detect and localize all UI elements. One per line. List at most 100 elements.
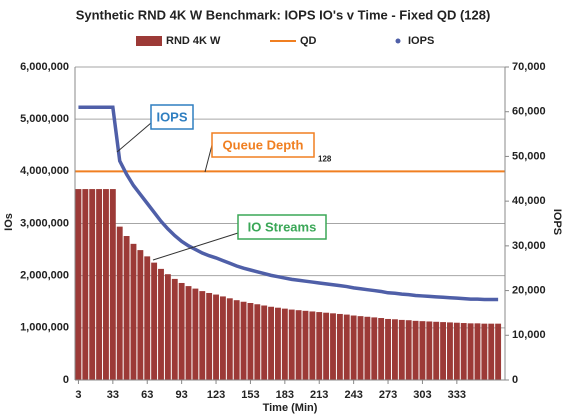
bar (158, 268, 164, 380)
bar (302, 310, 309, 380)
x-tick-label: 303 (413, 389, 431, 401)
bar (488, 323, 495, 380)
bar (398, 319, 405, 380)
bar (116, 226, 123, 380)
y2-tick-label: 20,000 (512, 284, 546, 296)
y2-tick-label: 40,000 (512, 195, 546, 207)
bar (426, 321, 433, 380)
bar (137, 250, 144, 380)
callout-line (116, 122, 152, 153)
bar (82, 189, 89, 380)
bar (151, 262, 158, 380)
y2-tick-label: 70,000 (512, 61, 546, 73)
bar (75, 189, 82, 380)
callout-line (204, 144, 213, 173)
legend-label: RND 4K W (166, 35, 221, 47)
bar (405, 320, 412, 380)
bar (206, 292, 213, 380)
bar (123, 236, 130, 380)
bar (185, 286, 192, 380)
legend-item: RND 4K W (136, 35, 221, 47)
bar (385, 318, 391, 380)
y-tick-label: 4,000,000 (20, 165, 69, 177)
bar (192, 288, 199, 380)
bar (219, 296, 226, 380)
bar (350, 315, 357, 380)
x-tick-label: 213 (310, 389, 328, 401)
legend-label: QD (300, 35, 317, 47)
bar (447, 322, 453, 380)
bar (247, 303, 254, 380)
bar (323, 312, 330, 380)
plot-area (75, 105, 505, 380)
bar (481, 323, 488, 380)
y-tick-label: 6,000,000 (20, 61, 69, 73)
bar (371, 317, 378, 380)
bar (316, 312, 323, 380)
bar (364, 316, 371, 380)
y2-tick-label: 30,000 (512, 240, 546, 252)
y-axis-title: IOs (3, 213, 15, 231)
x-axis-title: Time (Min) (263, 402, 318, 414)
y-tick-label: 1,000,000 (20, 322, 69, 334)
x-tick-label: 183 (276, 389, 294, 401)
annotation: IOPS (156, 109, 187, 124)
x-tick-label: 123 (207, 389, 225, 401)
callout-line (152, 232, 239, 261)
bar (433, 321, 440, 380)
bar (103, 189, 109, 380)
bar (254, 304, 261, 380)
annotation: IO Streams (248, 219, 317, 234)
bar (226, 298, 233, 380)
callout-box (211, 132, 315, 158)
bar (460, 323, 467, 380)
x-tick-label: 3 (75, 389, 81, 401)
bar (288, 309, 295, 380)
x-tick-label: 93 (176, 389, 188, 401)
bar (391, 319, 398, 380)
y2-tick-label: 60,000 (512, 106, 546, 118)
annotation: Queue Depth (223, 137, 304, 152)
bar (453, 322, 460, 380)
bar (164, 274, 171, 380)
bar (474, 323, 481, 380)
bar (467, 323, 474, 380)
data-label: 128 (318, 154, 332, 163)
legend-swatch (395, 38, 401, 44)
callout-box (150, 104, 194, 130)
y2-tick-label: 10,000 (512, 329, 546, 341)
bar (89, 189, 96, 380)
legend-item: QD (270, 35, 317, 47)
y2-tick-label: 50,000 (512, 150, 546, 162)
bar (240, 301, 247, 380)
bar (309, 311, 316, 380)
x-tick-label: 153 (241, 389, 259, 401)
legend-label: IOPS (408, 35, 434, 47)
bar (199, 291, 206, 380)
bar (330, 313, 336, 380)
y-tick-label: 5,000,000 (20, 113, 69, 125)
bar (281, 308, 288, 380)
y2-axis-title: IOPS (551, 209, 563, 235)
bar (213, 294, 219, 380)
bar (144, 256, 151, 380)
x-tick-label: 63 (141, 389, 153, 401)
callout-box (237, 214, 327, 240)
bar (130, 243, 137, 380)
chart-title: Synthetic RND 4K W Benchmark: IOPS IO's … (76, 7, 491, 22)
bar (343, 314, 350, 380)
x-tick-label: 33 (107, 389, 119, 401)
x-tick-label: 243 (344, 389, 362, 401)
y-tick-label: 0 (63, 374, 69, 386)
y2-tick-label: 0 (512, 374, 518, 386)
bar (233, 300, 240, 380)
bar (336, 313, 343, 380)
bar (275, 307, 281, 380)
bar (268, 306, 275, 380)
line-series (78, 105, 499, 302)
bar (96, 189, 103, 380)
bar (440, 322, 447, 380)
legend-item: IOPS (395, 35, 434, 47)
x-tick-label: 333 (448, 389, 466, 401)
